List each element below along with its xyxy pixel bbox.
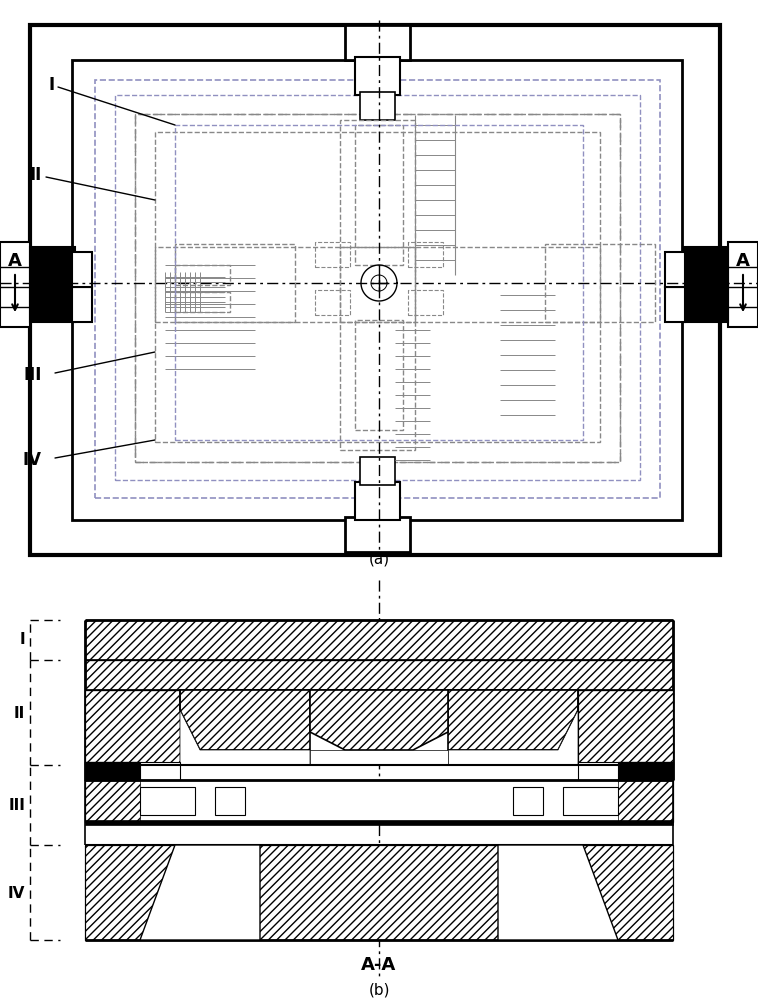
- Polygon shape: [310, 690, 448, 750]
- Bar: [135, 114, 620, 462]
- Bar: [85, 762, 140, 780]
- Polygon shape: [448, 690, 578, 750]
- Bar: [355, 320, 403, 430]
- Bar: [155, 132, 600, 442]
- Bar: [85, 620, 673, 660]
- Bar: [85, 690, 180, 765]
- Bar: [85, 660, 673, 690]
- Bar: [140, 787, 195, 815]
- Text: A: A: [8, 252, 22, 270]
- Polygon shape: [180, 690, 310, 765]
- Bar: [95, 80, 660, 498]
- Bar: [175, 292, 230, 312]
- Bar: [85, 845, 673, 940]
- Text: (a): (a): [368, 552, 390, 567]
- Bar: [345, 25, 410, 60]
- Bar: [85, 820, 673, 825]
- Text: A: A: [736, 252, 750, 270]
- Bar: [728, 242, 758, 327]
- Bar: [665, 287, 685, 322]
- Bar: [340, 247, 415, 322]
- Text: I: I: [20, 633, 25, 648]
- Text: A-A: A-A: [362, 956, 396, 974]
- Bar: [408, 290, 443, 315]
- Bar: [513, 787, 543, 815]
- Bar: [72, 252, 92, 287]
- Bar: [140, 780, 618, 822]
- Bar: [155, 247, 600, 322]
- Bar: [563, 787, 618, 815]
- Bar: [355, 125, 403, 265]
- Text: II: II: [30, 166, 42, 184]
- Bar: [85, 690, 180, 765]
- Bar: [72, 60, 682, 520]
- Bar: [665, 252, 685, 287]
- Bar: [618, 762, 673, 780]
- Bar: [85, 845, 673, 940]
- Bar: [315, 242, 350, 267]
- Bar: [683, 247, 728, 322]
- Text: I: I: [49, 76, 55, 94]
- Bar: [175, 125, 583, 440]
- Bar: [360, 457, 395, 485]
- Text: III: III: [23, 366, 42, 384]
- Polygon shape: [140, 845, 260, 940]
- Bar: [175, 244, 295, 322]
- Text: IV: IV: [23, 451, 42, 469]
- Bar: [545, 244, 655, 322]
- Bar: [85, 660, 673, 690]
- Bar: [408, 242, 443, 267]
- Bar: [578, 762, 618, 780]
- Text: IV: IV: [8, 886, 25, 900]
- Bar: [140, 762, 180, 780]
- Text: III: III: [8, 798, 25, 812]
- Polygon shape: [310, 750, 448, 765]
- Text: II: II: [14, 706, 25, 720]
- Bar: [0, 242, 30, 327]
- Bar: [85, 620, 673, 660]
- Bar: [340, 120, 415, 450]
- Bar: [85, 780, 673, 822]
- Bar: [360, 92, 395, 120]
- Polygon shape: [498, 845, 618, 940]
- Bar: [578, 690, 673, 765]
- Bar: [72, 287, 92, 322]
- Bar: [30, 247, 75, 322]
- Bar: [578, 690, 673, 765]
- Bar: [215, 787, 245, 815]
- Text: (b): (b): [368, 982, 390, 998]
- Bar: [85, 780, 673, 822]
- Polygon shape: [448, 690, 578, 765]
- Bar: [355, 57, 400, 95]
- Bar: [315, 290, 350, 315]
- Bar: [355, 482, 400, 520]
- Polygon shape: [180, 690, 310, 750]
- Bar: [345, 517, 410, 552]
- Bar: [115, 95, 640, 480]
- Bar: [175, 265, 230, 285]
- Bar: [135, 114, 620, 462]
